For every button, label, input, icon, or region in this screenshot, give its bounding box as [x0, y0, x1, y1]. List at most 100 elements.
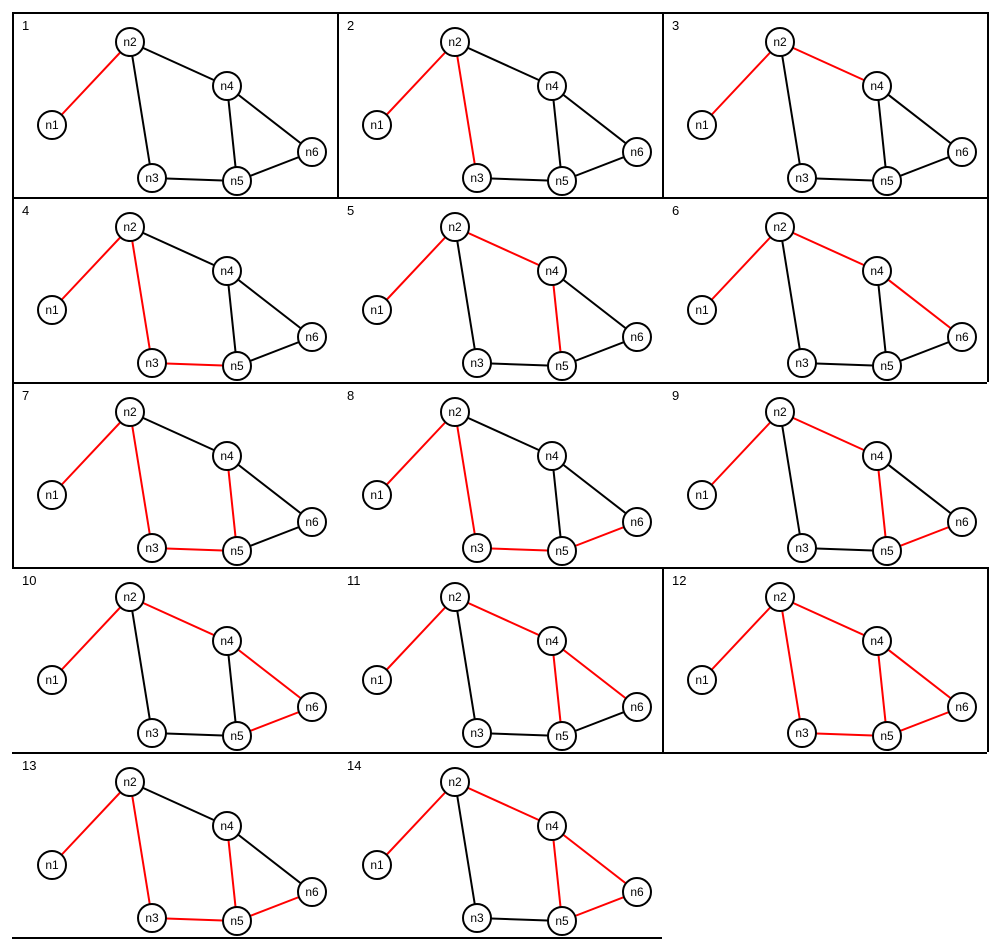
graph-panel: 8n1n2n3n4n5n6 — [337, 382, 662, 567]
graph-svg: n1n2n3n4n5n6 — [662, 567, 987, 752]
node-label: n5 — [880, 174, 894, 188]
node-label: n4 — [870, 634, 884, 648]
node-label: n5 — [880, 544, 894, 558]
node-label: n3 — [145, 356, 159, 370]
node-label: n3 — [795, 726, 809, 740]
node-label: n1 — [45, 118, 59, 132]
graph-svg: n1n2n3n4n5n6 — [337, 567, 662, 752]
node-label: n6 — [630, 330, 644, 344]
node-label: n1 — [45, 858, 59, 872]
node-n4: n4 — [213, 72, 241, 100]
node-label: n6 — [305, 330, 319, 344]
edge-n1-n2 — [377, 597, 455, 680]
graph-panel: 6n1n2n3n4n5n6 — [662, 197, 987, 382]
node-label: n1 — [45, 673, 59, 687]
node-label: n3 — [470, 171, 484, 185]
graph-panel: 10n1n2n3n4n5n6 — [12, 567, 337, 752]
graph-svg: n1n2n3n4n5n6 — [12, 382, 337, 567]
node-n1: n1 — [363, 296, 391, 324]
node-label: n5 — [555, 174, 569, 188]
node-n4: n4 — [538, 812, 566, 840]
node-label: n2 — [123, 775, 137, 789]
node-n6: n6 — [298, 323, 326, 351]
node-label: n4 — [220, 634, 234, 648]
node-n2: n2 — [766, 28, 794, 56]
node-n5: n5 — [548, 722, 576, 750]
node-label: n1 — [695, 118, 709, 132]
node-label: n5 — [230, 914, 244, 928]
edge-n2-n4 — [130, 42, 227, 86]
edge-n1-n2 — [377, 782, 455, 865]
node-label: n1 — [370, 858, 384, 872]
node-n1: n1 — [688, 296, 716, 324]
edge-n2-n4 — [780, 227, 877, 271]
node-n6: n6 — [623, 878, 651, 906]
node-label: n3 — [795, 171, 809, 185]
node-label: n2 — [448, 405, 462, 419]
node-n6: n6 — [623, 508, 651, 536]
panel-border-v — [987, 12, 989, 382]
node-n6: n6 — [948, 323, 976, 351]
node-label: n5 — [555, 914, 569, 928]
node-label: n3 — [145, 726, 159, 740]
edge-n1-n2 — [702, 597, 780, 680]
node-label: n5 — [555, 729, 569, 743]
node-n3: n3 — [138, 719, 166, 747]
node-label: n2 — [123, 35, 137, 49]
node-label: n6 — [305, 145, 319, 159]
graph-panel: 12n1n2n3n4n5n6 — [662, 567, 987, 752]
node-n3: n3 — [788, 534, 816, 562]
node-label: n6 — [630, 145, 644, 159]
node-label: n4 — [545, 449, 559, 463]
graph-panel: 4n1n2n3n4n5n6 — [12, 197, 337, 382]
node-n5: n5 — [548, 907, 576, 935]
node-n2: n2 — [441, 213, 469, 241]
node-n3: n3 — [788, 164, 816, 192]
node-label: n1 — [695, 488, 709, 502]
edge-n1-n2 — [702, 227, 780, 310]
node-label: n6 — [305, 700, 319, 714]
node-n1: n1 — [363, 111, 391, 139]
node-n3: n3 — [138, 349, 166, 377]
node-label: n4 — [545, 79, 559, 93]
panel-border-h — [662, 752, 987, 754]
node-n2: n2 — [766, 213, 794, 241]
edge-n4-n6 — [552, 641, 637, 707]
edge-n2-n3 — [130, 782, 152, 918]
node-n5: n5 — [223, 907, 251, 935]
node-n2: n2 — [441, 398, 469, 426]
node-label: n1 — [370, 488, 384, 502]
graph-svg: n1n2n3n4n5n6 — [337, 197, 662, 382]
node-label: n3 — [470, 911, 484, 925]
node-n3: n3 — [138, 904, 166, 932]
edge-n2-n3 — [130, 42, 152, 178]
node-n6: n6 — [948, 693, 976, 721]
edge-n1-n2 — [702, 42, 780, 125]
edge-n2-n4 — [455, 597, 552, 641]
node-label: n4 — [220, 79, 234, 93]
edge-n4-n6 — [877, 641, 962, 707]
edge-n2-n3 — [130, 597, 152, 733]
edge-n2-n3 — [780, 42, 802, 178]
node-label: n3 — [145, 171, 159, 185]
edge-n2-n3 — [455, 412, 477, 548]
node-n1: n1 — [38, 481, 66, 509]
graph-svg: n1n2n3n4n5n6 — [337, 752, 662, 937]
graph-svg: n1n2n3n4n5n6 — [12, 752, 337, 937]
edge-n1-n2 — [377, 412, 455, 495]
graph-svg: n1n2n3n4n5n6 — [662, 382, 987, 567]
node-label: n4 — [870, 79, 884, 93]
node-label: n4 — [545, 264, 559, 278]
edge-n4-n6 — [552, 271, 637, 337]
node-label: n2 — [773, 35, 787, 49]
edge-n2-n4 — [780, 42, 877, 86]
node-n6: n6 — [298, 508, 326, 536]
node-label: n2 — [123, 405, 137, 419]
node-label: n3 — [470, 356, 484, 370]
edge-n2-n3 — [780, 597, 802, 733]
node-label: n3 — [145, 911, 159, 925]
node-n4: n4 — [863, 257, 891, 285]
panel-border-v — [662, 567, 664, 752]
node-label: n3 — [470, 541, 484, 555]
node-label: n5 — [230, 544, 244, 558]
